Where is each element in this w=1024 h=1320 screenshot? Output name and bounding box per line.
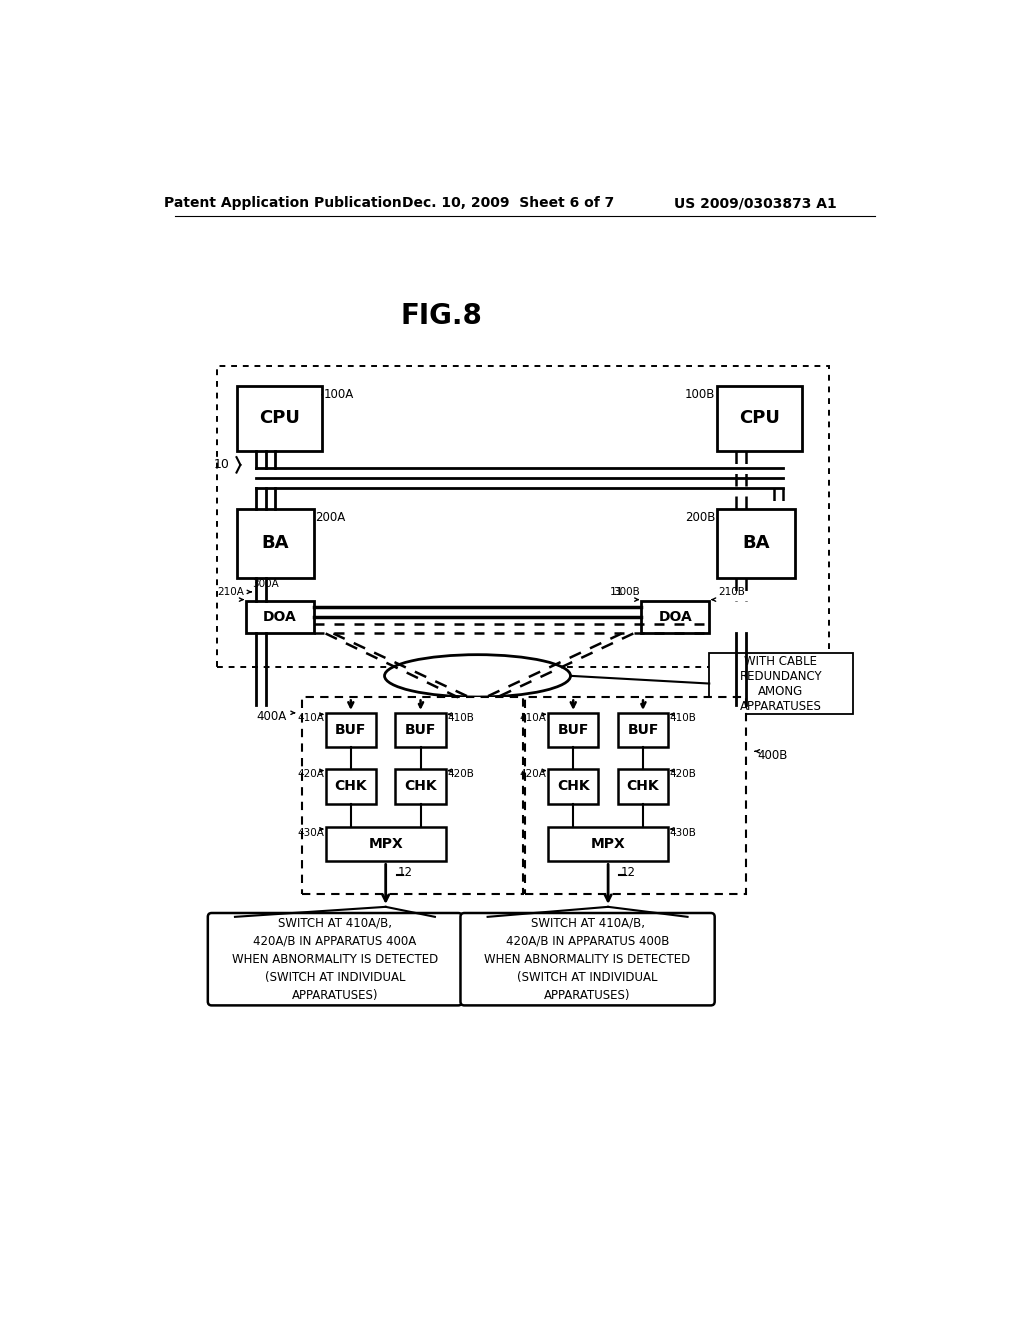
Bar (617, 713, 669, 747)
Text: BUF: BUF (628, 723, 658, 737)
Bar (710, 653, 853, 714)
Text: CHK: CHK (557, 779, 590, 793)
Bar (617, 770, 669, 804)
Ellipse shape (385, 655, 570, 697)
Text: CPU: CPU (739, 409, 780, 428)
Text: MPX: MPX (369, 837, 403, 851)
Text: Dec. 10, 2009  Sheet 6 of 7: Dec. 10, 2009 Sheet 6 of 7 (401, 197, 613, 210)
Text: 210B: 210B (719, 587, 745, 597)
Bar (217, 367, 829, 667)
Bar (326, 826, 445, 862)
Text: 420A: 420A (519, 770, 547, 779)
Bar (548, 713, 598, 747)
Bar (237, 508, 314, 578)
Text: BUF: BUF (557, 723, 589, 737)
Text: 12: 12 (398, 866, 413, 879)
Text: 12: 12 (621, 866, 636, 879)
Bar (246, 601, 314, 634)
Text: 11: 11 (610, 587, 624, 597)
Text: 100B: 100B (685, 388, 716, 401)
Text: 100A: 100A (324, 388, 353, 401)
Text: 300B: 300B (612, 587, 640, 597)
Text: Patent Application Publication: Patent Application Publication (164, 197, 401, 210)
Text: 210A: 210A (217, 587, 245, 597)
Text: 410B: 410B (447, 713, 474, 723)
Text: 400A: 400A (257, 710, 287, 723)
Text: BA: BA (261, 535, 289, 552)
Text: 200B: 200B (685, 511, 716, 524)
Text: SWITCH AT 410A/B,
420A/B IN APPARATUS 400B
WHEN ABNORMALITY IS DETECTED
(SWITCH : SWITCH AT 410A/B, 420A/B IN APPARATUS 40… (484, 916, 691, 1002)
Bar (641, 601, 710, 634)
Text: 200A: 200A (315, 511, 346, 524)
Text: DOA: DOA (263, 610, 297, 624)
Bar (326, 713, 376, 747)
Text: CPU: CPU (259, 409, 300, 428)
Text: 420B: 420B (670, 770, 696, 779)
Text: DOA: DOA (658, 610, 692, 624)
FancyBboxPatch shape (208, 913, 462, 1006)
Text: SWITCH AT 410A/B,
420A/B IN APPARATUS 400A
WHEN ABNORMALITY IS DETECTED
(SWITCH : SWITCH AT 410A/B, 420A/B IN APPARATUS 40… (231, 916, 438, 1002)
Text: 410B: 410B (670, 713, 696, 723)
Bar (326, 770, 376, 804)
Text: 430B: 430B (670, 828, 696, 838)
Text: MPX: MPX (591, 837, 626, 851)
Text: CHK: CHK (335, 779, 368, 793)
Text: WITH CABLE
REDUNDANCY
AMONG
APPARATUSES: WITH CABLE REDUNDANCY AMONG APPARATUSES (739, 655, 822, 713)
Text: 410A: 410A (519, 713, 547, 723)
Bar (237, 385, 322, 451)
Bar (717, 385, 802, 451)
Bar (717, 508, 795, 578)
Text: 300A: 300A (252, 579, 279, 589)
Text: BUF: BUF (335, 723, 367, 737)
Text: BA: BA (742, 535, 769, 552)
Text: 420A: 420A (297, 770, 324, 779)
Bar (548, 770, 598, 804)
Text: CHK: CHK (627, 779, 659, 793)
Text: 420B: 420B (447, 770, 474, 779)
Text: BUF: BUF (404, 723, 436, 737)
Text: US 2009/0303873 A1: US 2009/0303873 A1 (675, 197, 838, 210)
Text: 400B: 400B (758, 748, 787, 762)
Bar (395, 713, 445, 747)
Text: 430A: 430A (297, 828, 324, 838)
Bar (524, 697, 745, 894)
Text: 10: 10 (214, 458, 229, 471)
Text: FIG.8: FIG.8 (401, 302, 482, 330)
Text: 410A: 410A (297, 713, 324, 723)
FancyBboxPatch shape (461, 913, 715, 1006)
Bar (548, 826, 669, 862)
Bar (395, 770, 445, 804)
Text: CHK: CHK (404, 779, 437, 793)
Bar (302, 697, 523, 894)
